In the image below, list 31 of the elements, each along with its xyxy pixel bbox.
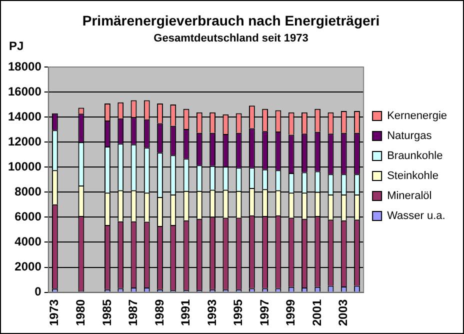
y-tick-label: 16000 bbox=[8, 84, 42, 98]
x-tick-label: 1973 bbox=[47, 298, 62, 326]
legend-label: Steinkohle bbox=[387, 170, 438, 182]
x-tick-label: 1980 bbox=[74, 298, 88, 326]
chart-title: Primärenergieverbrauch nach Energieträgeri bbox=[82, 12, 380, 28]
x-tick-label: 1985 bbox=[100, 298, 114, 326]
legend-label: Braunkohle bbox=[387, 150, 443, 162]
y-axis-title: PJ bbox=[9, 39, 24, 53]
y-tick-label: 2000 bbox=[14, 260, 42, 274]
x-tick-label: 1989 bbox=[152, 298, 166, 326]
x-tick-label: 1999 bbox=[284, 298, 298, 326]
x-tick-label: 1987 bbox=[126, 298, 140, 326]
chart-subtitle: Gesamtdeutschland seit 1973 bbox=[154, 32, 308, 44]
y-tick-label: 12000 bbox=[8, 134, 42, 148]
x-tick-label: 2001 bbox=[310, 298, 324, 326]
legend-label: Kernenergie bbox=[387, 110, 448, 122]
x-tick-label: 1995 bbox=[231, 298, 246, 326]
x-tick-label: 1993 bbox=[204, 298, 219, 326]
x-tick-label: 1997 bbox=[257, 298, 272, 326]
y-tick-label: 14000 bbox=[8, 109, 42, 124]
y-tick-label: 0 bbox=[34, 284, 42, 299]
legend-label: Wasser u.a. bbox=[387, 210, 446, 222]
x-tick-label: 1991 bbox=[178, 298, 193, 326]
y-tick-label: 18000 bbox=[8, 59, 42, 74]
y-tick-label: 4000 bbox=[14, 234, 42, 249]
y-tick-label: 10000 bbox=[8, 159, 42, 174]
legend-label: Naturgas bbox=[387, 130, 432, 142]
x-tick-label: 2003 bbox=[336, 298, 350, 326]
y-tick-label: 8000 bbox=[14, 184, 42, 198]
y-tick-label: 6000 bbox=[14, 210, 42, 224]
legend-label: Mineralöl bbox=[387, 190, 432, 202]
